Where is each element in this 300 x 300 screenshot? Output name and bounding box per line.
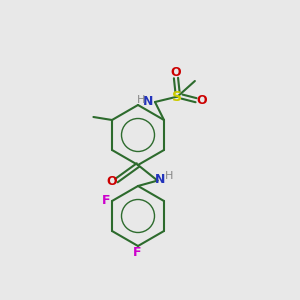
Text: H: H xyxy=(165,171,173,182)
Text: F: F xyxy=(102,194,110,207)
Text: N: N xyxy=(154,173,165,186)
Text: O: O xyxy=(171,66,181,80)
Text: O: O xyxy=(106,175,117,188)
Text: O: O xyxy=(197,94,207,107)
Text: H: H xyxy=(136,95,145,105)
Text: F: F xyxy=(133,245,142,259)
Text: N: N xyxy=(143,95,154,108)
Text: S: S xyxy=(172,90,182,104)
